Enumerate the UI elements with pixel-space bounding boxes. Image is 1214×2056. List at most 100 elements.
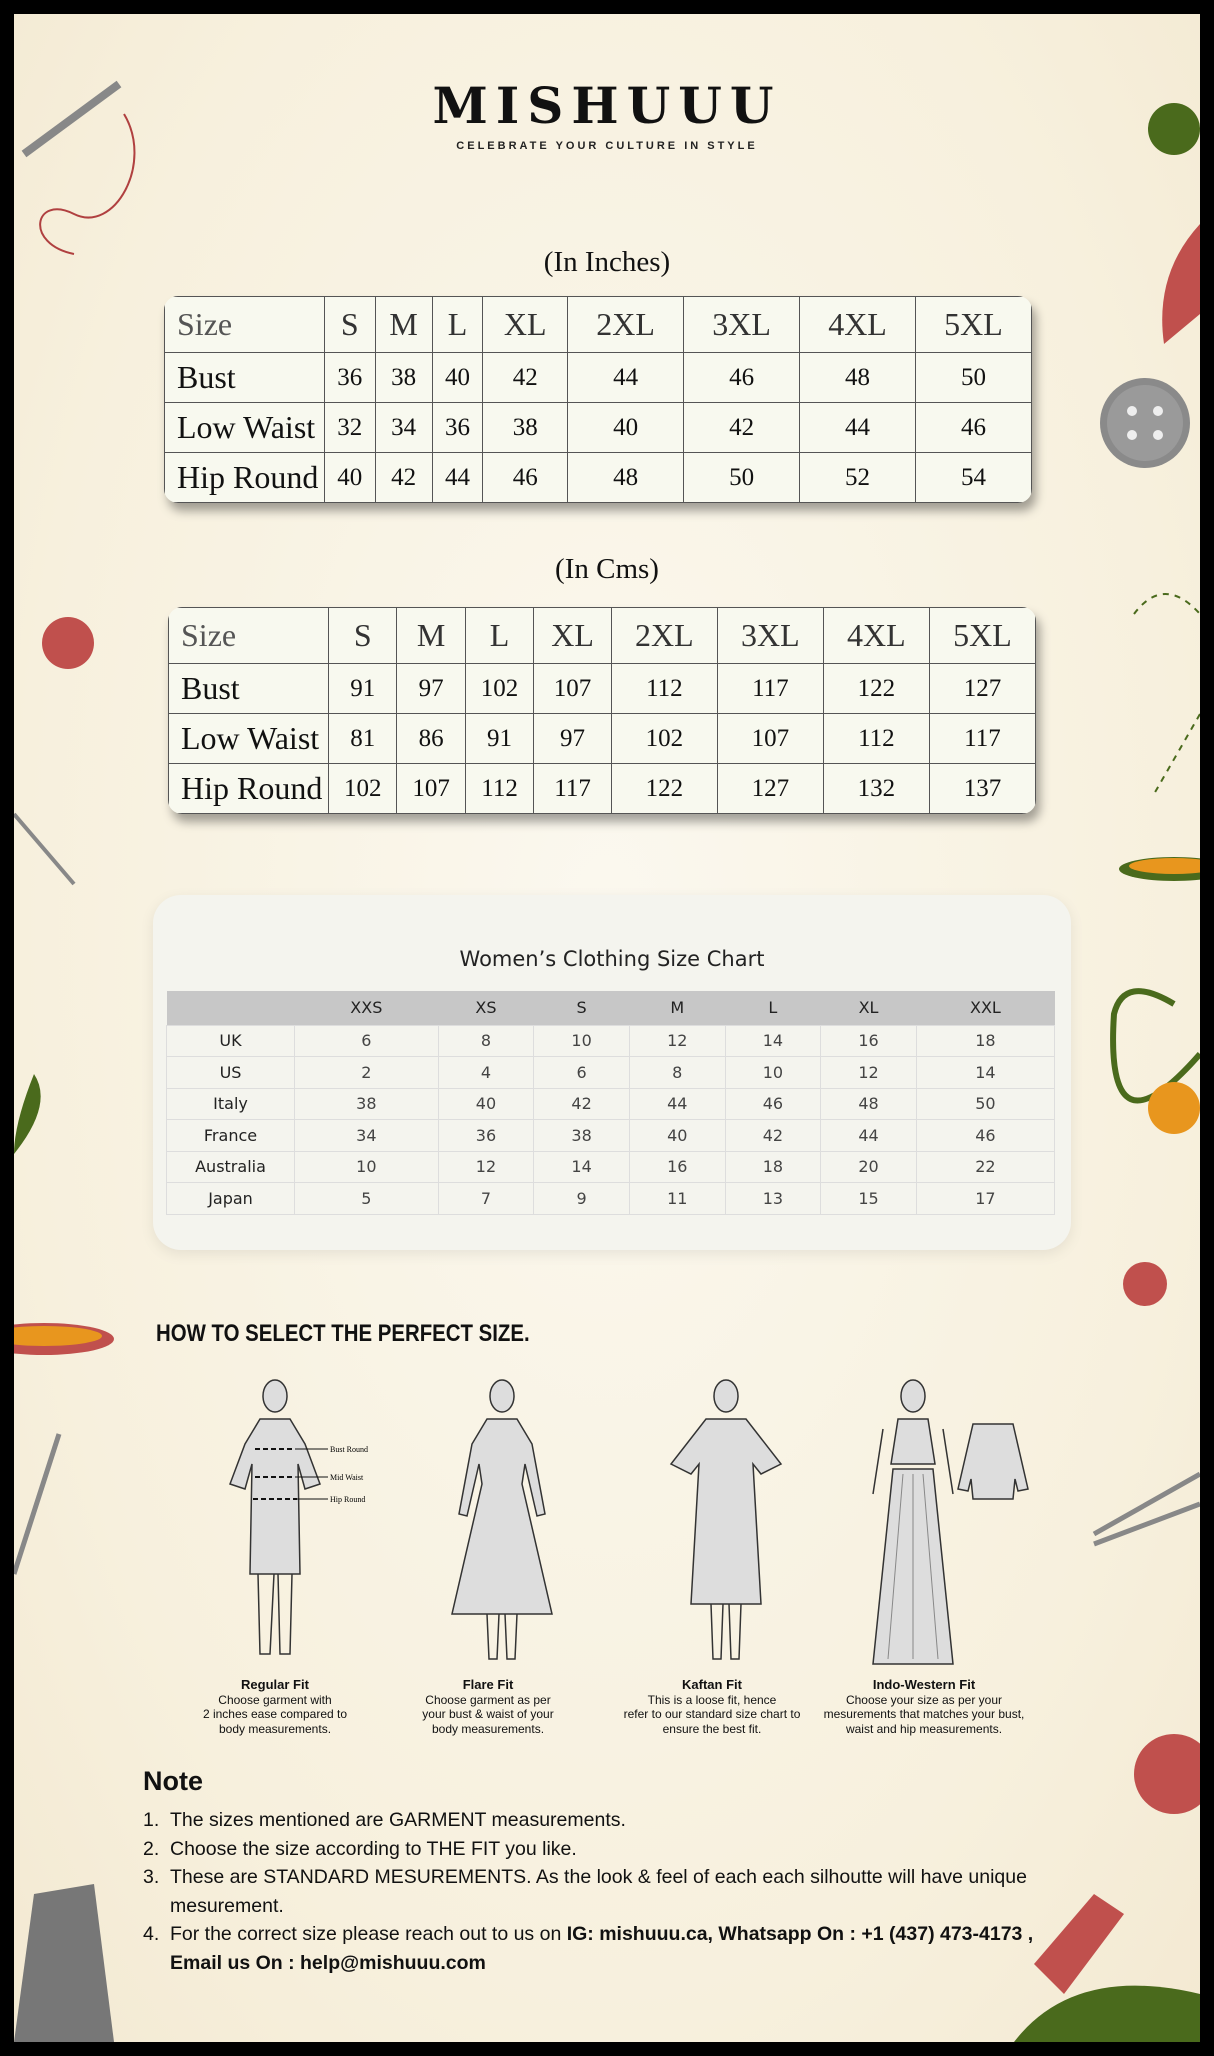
row-label: Hip Round xyxy=(168,763,329,814)
note-item: 3. These are STANDARD MESUREMENTS. As the… xyxy=(143,1866,1027,1917)
row-label: Size xyxy=(164,296,325,353)
size-cell: 42 xyxy=(482,352,569,403)
inches-size-table: Size S M L XL 2XL 3XL 4XL 5XL Bust 36 38 40 42 44 46 48 5… xyxy=(164,296,1032,503)
size-row: Bust 91 97 102 107 112 117 122 127 xyxy=(168,663,1036,714)
column-header: M xyxy=(629,991,726,1025)
size-cell: 42 xyxy=(374,452,433,503)
row-label: Low Waist xyxy=(168,713,329,764)
size-cell: 50 xyxy=(915,1087,1056,1120)
size-row: Hip Round 40 42 44 46 48 50 52 54 xyxy=(164,452,1032,503)
size-chart-page: MISHUUU CELEBRATE YOUR CULTURE IN STYLE … xyxy=(14,14,1200,2042)
country-label: France xyxy=(166,1119,295,1152)
inches-caption: (In Inches) xyxy=(543,246,671,278)
size-cell: 10 xyxy=(533,1024,630,1057)
size-cell: 91 xyxy=(327,663,398,714)
size-cell: 46 xyxy=(724,1087,822,1120)
size-cell: 40 xyxy=(431,352,484,403)
size-cell: 50 xyxy=(915,352,1032,403)
size-cell: 40 xyxy=(628,1119,726,1152)
fit-caption-kaftan: Kaftan Fit This is a loose fit, hence refe… xyxy=(623,1677,801,1736)
size-cell: 132 xyxy=(822,763,930,814)
column-header: XS xyxy=(438,991,534,1025)
size-cell: 5XL xyxy=(915,296,1032,353)
size-cell: 112 xyxy=(610,663,718,714)
size-cell: 38 xyxy=(294,1087,439,1120)
red-dot-icon xyxy=(42,617,94,669)
regular-fit-figure: Bust Round Mid Waist Hip Round xyxy=(229,1379,368,1655)
size-cell: 127 xyxy=(716,763,824,814)
green-dot-icon xyxy=(1148,103,1200,155)
country-label: Australia xyxy=(166,1150,295,1183)
size-cell: 22 xyxy=(915,1150,1056,1183)
cms-size-table: Size S M L XL 2XL 3XL 4XL 5XL Bust 91 97 102 107 112 11… xyxy=(168,607,1036,814)
size-cell: 117 xyxy=(716,663,824,714)
size-cell: 48 xyxy=(820,1087,917,1120)
country-label: Japan xyxy=(166,1182,295,1215)
safety-pin-icon xyxy=(1092,1471,1200,1547)
indo-western-fit-figure xyxy=(872,1379,1029,1665)
womens-row: UK 6 8 10 12 14 16 18 xyxy=(166,1024,1056,1057)
size-cell: 102 xyxy=(464,663,535,714)
size-cell: 34 xyxy=(374,402,433,453)
size-cell: 4 xyxy=(437,1056,535,1089)
size-cell: 46 xyxy=(915,402,1032,453)
size-cell: 117 xyxy=(533,763,612,814)
size-cell: 107 xyxy=(716,713,824,764)
size-cell: 42 xyxy=(683,402,801,453)
womens-row: US 2 4 6 8 10 12 14 xyxy=(166,1056,1056,1089)
spool-icon xyxy=(1034,1894,1124,1994)
size-header-row: Size S M L XL 2XL 3XL 4XL 5XL xyxy=(164,296,1032,353)
womens-size-chart-card: Women’s Clothing Size Chart XXS XS S M L XL XX… xyxy=(153,895,1071,1250)
leaf-icon xyxy=(1162,224,1200,344)
size-cell: 122 xyxy=(610,763,718,814)
womens-header-row: XXS XS S M L XL XXL xyxy=(166,991,1055,1025)
size-cell: 107 xyxy=(396,763,466,814)
size-cell: 14 xyxy=(724,1024,822,1057)
size-cell: 107 xyxy=(533,663,612,714)
size-cell: 50 xyxy=(683,452,801,503)
size-cell: 7 xyxy=(437,1182,535,1215)
size-cell: 91 xyxy=(464,713,535,764)
mannequin-icon xyxy=(14,1884,114,2042)
size-cell: 32 xyxy=(324,402,376,453)
size-cell: 48 xyxy=(567,452,685,503)
size-cell: 102 xyxy=(327,763,398,814)
size-cell: 42 xyxy=(533,1087,630,1120)
note-heading: Note xyxy=(143,1766,203,1796)
column-header xyxy=(166,991,295,1025)
size-cell: L xyxy=(431,296,484,353)
needle-icon xyxy=(14,812,76,886)
fit-caption-indo-western: Indo-Western Fit Choose your size as per … xyxy=(823,1677,1025,1736)
note-item: 2. Choose the size according to THE FIT y… xyxy=(143,1837,577,1860)
note-item: 1. The sizes mentioned are GARMENT measur… xyxy=(143,1809,626,1831)
fit-caption-flare: Flare Fit Choose garment as per your bust … xyxy=(422,1677,554,1736)
size-row: Hip Round 102 107 112 117 122 127 132 137 xyxy=(168,763,1036,814)
size-cell: 8 xyxy=(628,1056,726,1089)
size-cell: 12 xyxy=(628,1024,726,1057)
thread-icon xyxy=(1110,988,1200,1104)
size-cell: 46 xyxy=(683,352,801,403)
orange-bead-icon xyxy=(1148,1082,1200,1134)
size-cell: 81 xyxy=(327,713,398,764)
size-cell: 112 xyxy=(822,713,930,764)
column-header: S xyxy=(533,991,630,1025)
size-cell: 8 xyxy=(437,1024,535,1057)
howto-heading: HOW TO SELECT THE PERFECT SIZE. xyxy=(156,1320,530,1347)
size-cell: 10 xyxy=(294,1150,439,1183)
pincushion-icon xyxy=(1134,1734,1200,1814)
size-cell: S xyxy=(324,296,376,353)
brand-logo: MISHUUU xyxy=(432,76,782,135)
row-label: Bust xyxy=(164,352,325,403)
contact-info: IG: mishuuu.ca, Whatsapp On : +1 (437) 4… xyxy=(170,1923,1034,1974)
size-cell: 44 xyxy=(628,1087,726,1120)
size-cell: 17 xyxy=(915,1182,1056,1215)
column-header: L xyxy=(725,991,821,1025)
size-cell: 44 xyxy=(799,402,916,453)
size-cell: 3XL xyxy=(716,607,824,664)
size-cell: 97 xyxy=(533,713,612,764)
size-cell: 40 xyxy=(437,1087,535,1120)
column-header: XL xyxy=(820,991,917,1025)
womens-size-table: XXS XS S M L XL XXL UK 6 8 10 12 14 16 18 US 2 4 6 8 10 12 14 I… xyxy=(166,991,1056,1215)
size-cell: 122 xyxy=(822,663,930,714)
size-cell: 38 xyxy=(374,352,433,403)
